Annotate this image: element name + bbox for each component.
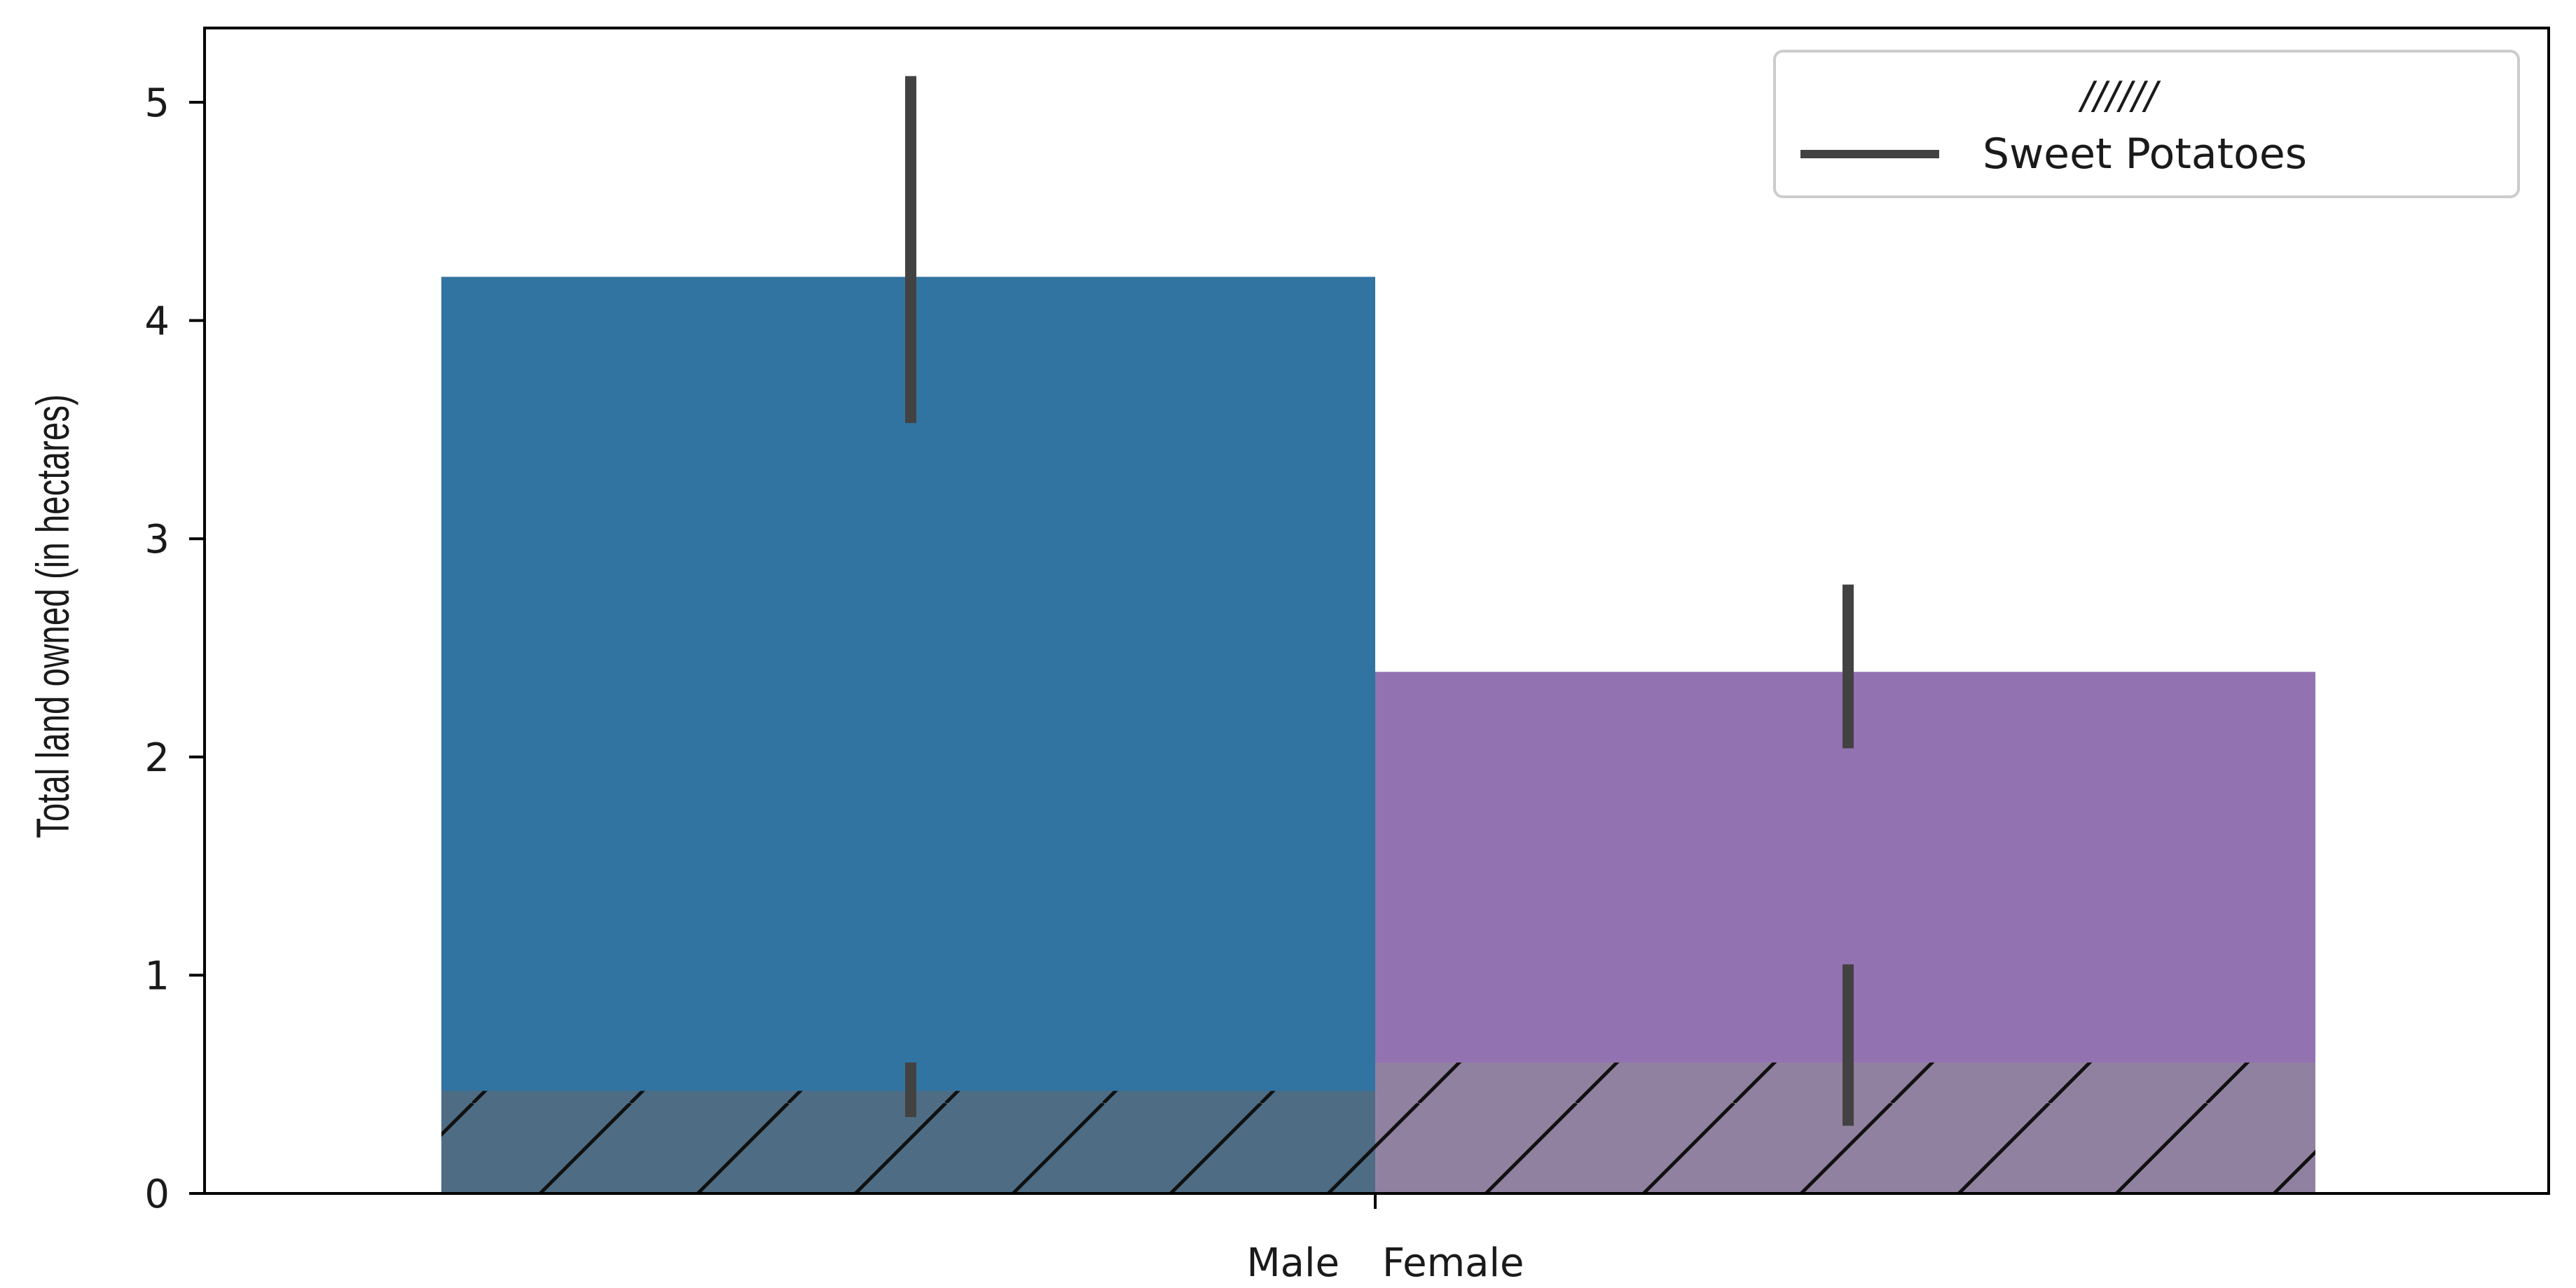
x-tick-label-female: Female (1382, 1240, 1524, 1286)
axes: 0 1 2 3 4 5 Male Female (144, 81, 1524, 1286)
y-tick-label: 1 (144, 953, 170, 999)
y-tick-label: 3 (144, 517, 170, 562)
x-tick-label-male: Male (1246, 1240, 1339, 1286)
y-axis-label: Total land owned (in hectares) (27, 394, 78, 838)
y-tick-label: 0 (144, 1172, 170, 1217)
plot-area (441, 76, 2315, 1193)
legend-box (1773, 50, 2520, 198)
y-tick-label: 4 (144, 299, 170, 345)
legend: ////// Sweet Potatoes (1773, 50, 2520, 198)
bar-total-male (441, 277, 1375, 1193)
y-tick-label: 2 (144, 735, 170, 781)
y-tick-label: 5 (144, 81, 170, 126)
legend-line-entry: Sweet Potatoes (1983, 130, 2307, 179)
legend-hatch-entry: ////// (2078, 74, 2161, 118)
